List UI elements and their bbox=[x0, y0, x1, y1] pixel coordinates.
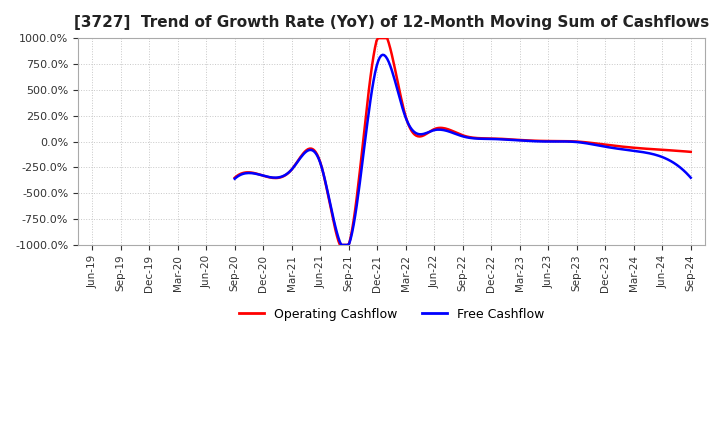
Title: [3727]  Trend of Growth Rate (YoY) of 12-Month Moving Sum of Cashflows: [3727] Trend of Growth Rate (YoY) of 12-… bbox=[74, 15, 709, 30]
Legend: Operating Cashflow, Free Cashflow: Operating Cashflow, Free Cashflow bbox=[233, 303, 549, 326]
